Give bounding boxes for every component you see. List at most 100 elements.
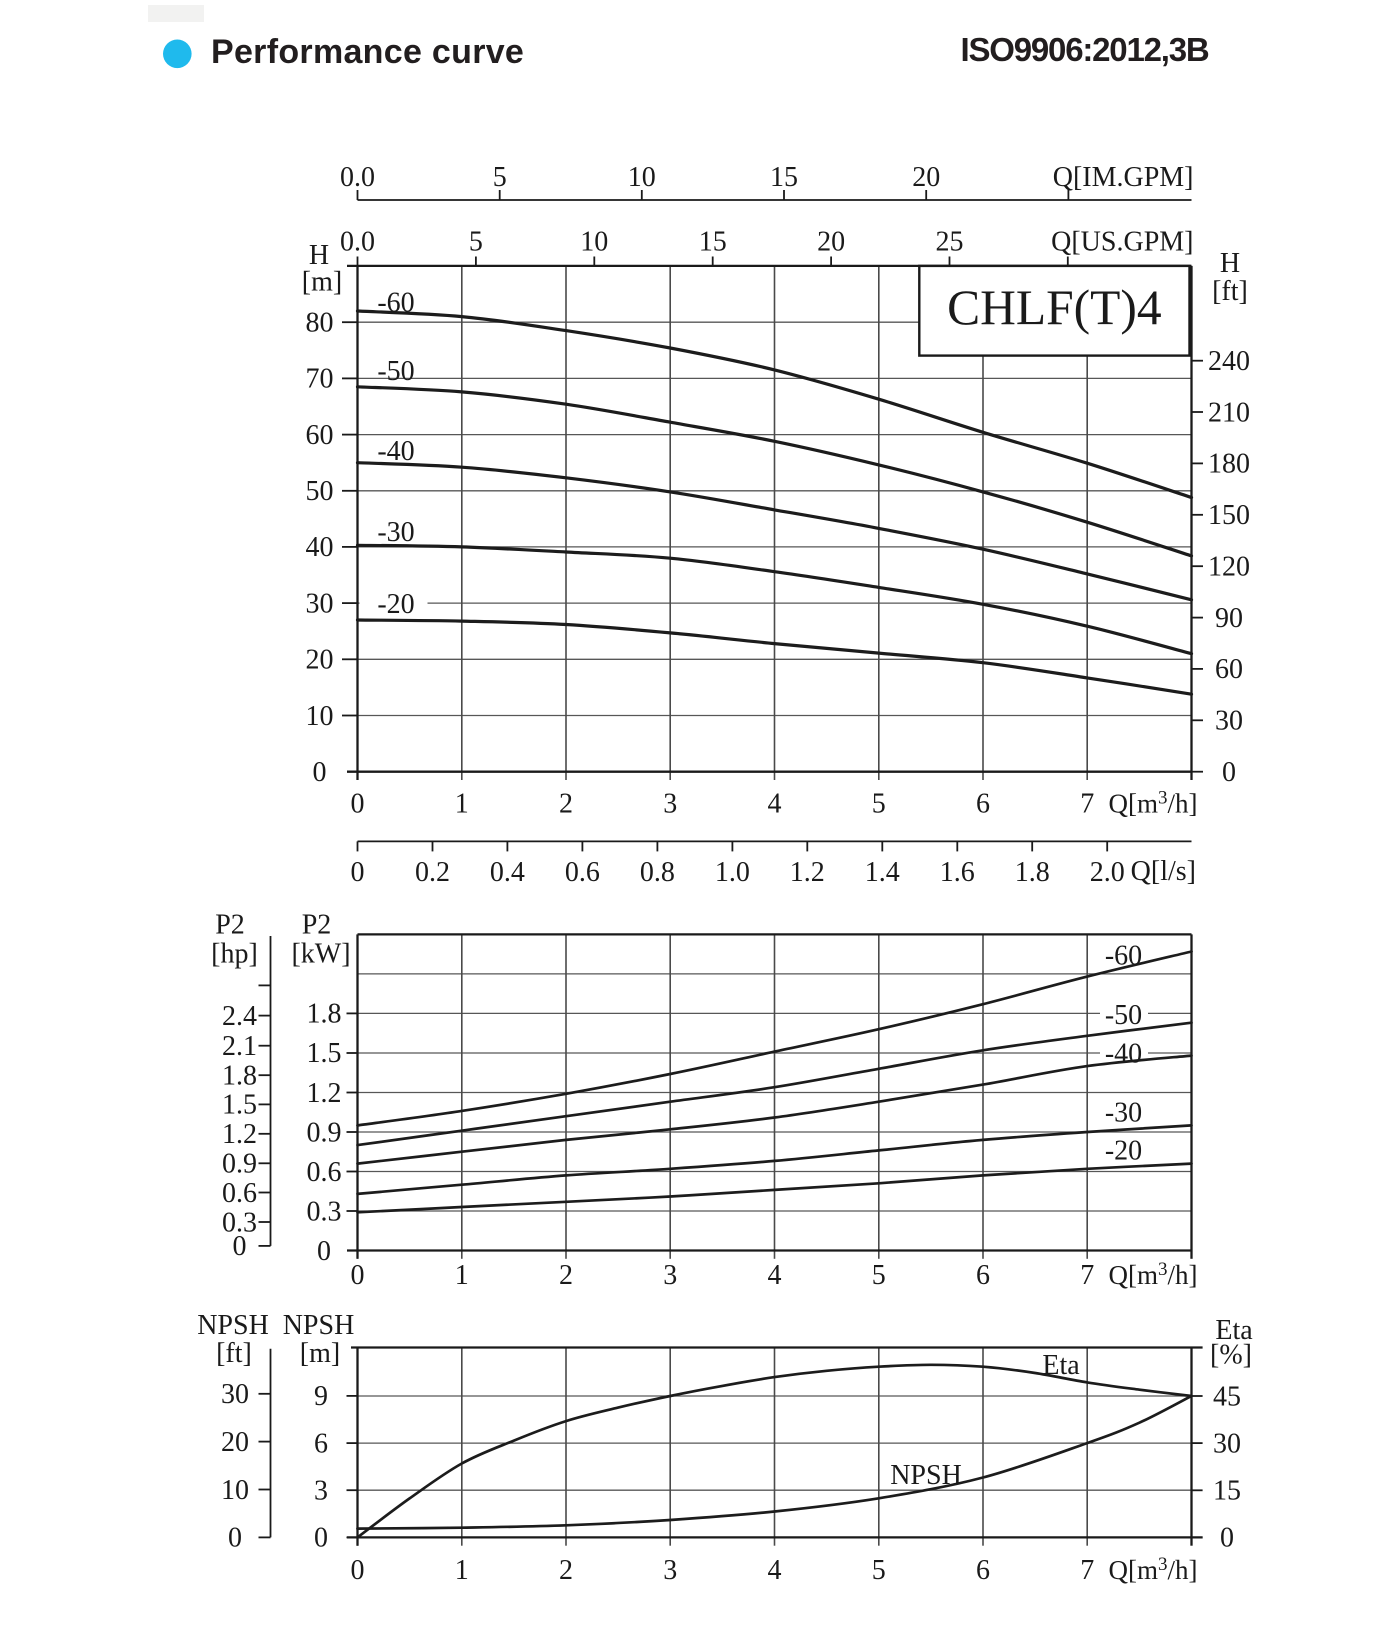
svg-text:0: 0: [351, 857, 365, 888]
svg-text:10: 10: [306, 701, 334, 732]
svg-text:P2: P2: [302, 910, 332, 941]
svg-text:0.3: 0.3: [307, 1196, 342, 1227]
svg-text:30: 30: [1215, 706, 1243, 737]
svg-text:6: 6: [976, 788, 990, 819]
svg-text:7: 7: [1080, 1260, 1094, 1291]
svg-text:1.6: 1.6: [940, 857, 975, 888]
svg-text:0: 0: [314, 1523, 328, 1554]
svg-text:30: 30: [306, 588, 334, 619]
svg-text:NPSH: NPSH: [197, 1310, 269, 1341]
svg-text:4: 4: [768, 788, 782, 819]
svg-text:4: 4: [768, 1260, 782, 1291]
svg-text:9: 9: [314, 1381, 328, 1412]
svg-text:1.8: 1.8: [222, 1061, 257, 1092]
svg-text:0.2: 0.2: [415, 857, 450, 888]
svg-text:Q[IM.GPM]: Q[IM.GPM]: [1053, 162, 1194, 193]
svg-text:20: 20: [221, 1427, 249, 1458]
svg-text:70: 70: [306, 364, 334, 395]
svg-text:30: 30: [1213, 1428, 1241, 1459]
svg-text:20: 20: [817, 227, 845, 258]
svg-text:1.0: 1.0: [715, 857, 750, 888]
svg-text:Q[US.GPM]: Q[US.GPM]: [1051, 227, 1193, 258]
svg-text:1.2: 1.2: [307, 1078, 342, 1109]
svg-text:1.4: 1.4: [865, 857, 900, 888]
svg-text:5: 5: [872, 788, 886, 819]
svg-text:1: 1: [455, 788, 469, 819]
svg-text:0.3: 0.3: [222, 1207, 257, 1238]
svg-text:[kW]: [kW]: [291, 939, 350, 970]
svg-text:Q[m3/h]: Q[m3/h]: [1109, 1259, 1198, 1290]
svg-text:0: 0: [313, 757, 327, 788]
svg-text:2: 2: [559, 1260, 573, 1291]
svg-text:-30: -30: [1105, 1097, 1142, 1128]
svg-text:180: 180: [1208, 449, 1250, 480]
svg-text:0: 0: [351, 1260, 365, 1291]
svg-text:2.4: 2.4: [222, 1001, 257, 1032]
svg-text:-60: -60: [377, 288, 414, 319]
svg-text:[hp]: [hp]: [211, 939, 258, 970]
svg-text:10: 10: [221, 1475, 249, 1506]
svg-text:0: 0: [351, 788, 365, 819]
svg-text:Q[l/s]: Q[l/s]: [1131, 856, 1196, 887]
svg-text:-60: -60: [1105, 940, 1142, 971]
svg-text:30: 30: [221, 1379, 249, 1410]
svg-text:6: 6: [976, 1260, 990, 1291]
svg-text:0: 0: [1222, 757, 1236, 788]
svg-text:-40: -40: [1105, 1039, 1142, 1070]
svg-text:5: 5: [493, 162, 507, 193]
svg-text:1: 1: [455, 1260, 469, 1291]
svg-text:60: 60: [1215, 654, 1243, 685]
svg-text:[ft]: [ft]: [216, 1338, 252, 1369]
svg-text:20: 20: [306, 645, 334, 676]
svg-text:3: 3: [663, 788, 677, 819]
svg-text:6: 6: [314, 1428, 328, 1459]
svg-text:1.8: 1.8: [307, 999, 342, 1030]
svg-text:Q[m3/h]: Q[m3/h]: [1109, 787, 1198, 818]
svg-text:Eta: Eta: [1042, 1350, 1080, 1381]
svg-text:-20: -20: [1105, 1136, 1142, 1167]
svg-text:0.6: 0.6: [307, 1157, 342, 1188]
svg-text:-50: -50: [377, 356, 414, 387]
svg-text:120: 120: [1208, 552, 1250, 583]
svg-text:15: 15: [699, 227, 727, 258]
svg-text:2.1: 2.1: [222, 1031, 257, 1062]
svg-text:3: 3: [663, 1260, 677, 1291]
svg-text:10: 10: [580, 227, 608, 258]
svg-text:-20: -20: [377, 589, 414, 620]
svg-text:10: 10: [628, 162, 656, 193]
svg-text:25: 25: [936, 227, 964, 258]
svg-text:[%]: [%]: [1210, 1340, 1252, 1371]
svg-text:50: 50: [306, 476, 334, 507]
svg-text:3: 3: [663, 1555, 677, 1586]
svg-text:0.9: 0.9: [222, 1149, 257, 1180]
svg-text:80: 80: [306, 308, 334, 339]
svg-text:[m]: [m]: [302, 267, 342, 298]
svg-text:240: 240: [1208, 346, 1250, 377]
svg-text:3: 3: [314, 1476, 328, 1507]
svg-text:Eta: Eta: [1215, 1315, 1253, 1346]
svg-text:ISO9906:2012,3B: ISO9906:2012,3B: [960, 31, 1208, 68]
svg-text:6: 6: [976, 1555, 990, 1586]
svg-text:-30: -30: [377, 517, 414, 548]
svg-text:60: 60: [306, 420, 334, 451]
svg-text:150: 150: [1208, 500, 1250, 531]
svg-text:1.8: 1.8: [1015, 857, 1050, 888]
svg-text:15: 15: [1213, 1476, 1241, 1507]
svg-text:0.4: 0.4: [490, 857, 525, 888]
svg-text:0: 0: [351, 1555, 365, 1586]
svg-text:[m]: [m]: [300, 1338, 340, 1369]
svg-text:40: 40: [306, 532, 334, 563]
svg-text:-50: -50: [1105, 1000, 1142, 1031]
svg-text:P2: P2: [215, 910, 245, 941]
svg-text:2: 2: [559, 1555, 573, 1586]
svg-text:[ft]: [ft]: [1212, 276, 1248, 307]
svg-text:5: 5: [872, 1260, 886, 1291]
svg-text:NPSH: NPSH: [890, 1460, 962, 1491]
svg-text:4: 4: [768, 1555, 782, 1586]
svg-text:0: 0: [233, 1231, 247, 1262]
svg-text:0.8: 0.8: [640, 857, 675, 888]
svg-text:1.5: 1.5: [222, 1090, 257, 1121]
svg-text:Performance curve: Performance curve: [211, 33, 524, 71]
svg-text:1: 1: [455, 1555, 469, 1586]
svg-text:2.0: 2.0: [1090, 857, 1125, 888]
